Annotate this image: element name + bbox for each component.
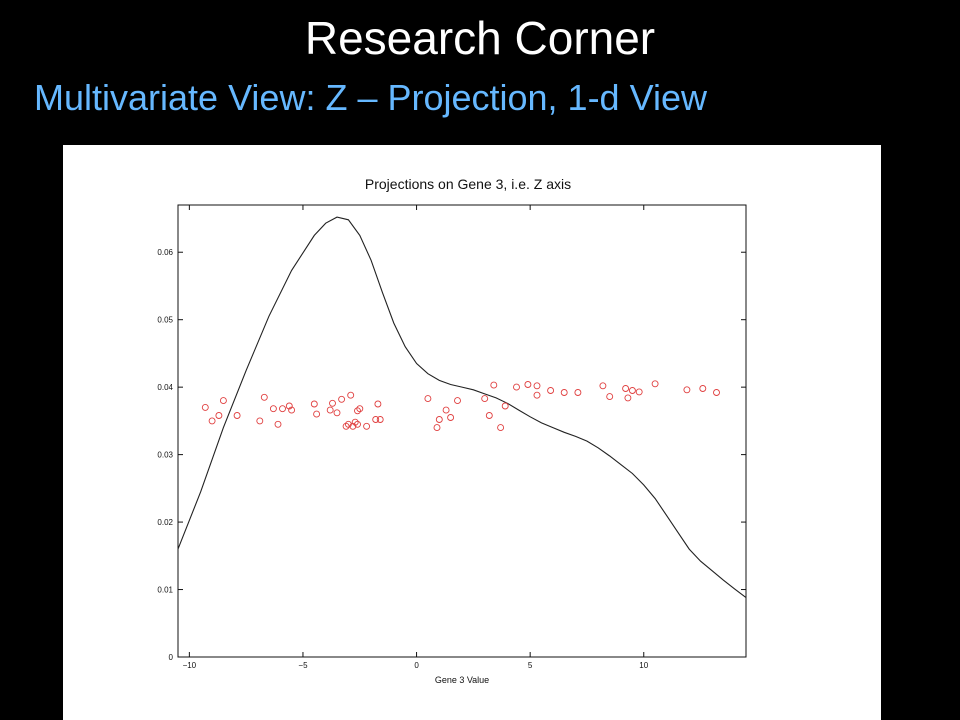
- data-point: [329, 399, 336, 407]
- data-point: [547, 387, 555, 394]
- data-point: [372, 416, 380, 423]
- data-point: [524, 381, 532, 388]
- x-tick-label: 5: [528, 661, 533, 670]
- data-point: [201, 403, 209, 411]
- x-tick-label: −10: [183, 661, 197, 670]
- plot-frame: [177, 204, 747, 658]
- data-point: [260, 393, 268, 401]
- data-point: [699, 385, 707, 392]
- data-point: [683, 386, 691, 394]
- y-tick-label: 0.01: [157, 586, 173, 595]
- data-point: [635, 388, 643, 396]
- y-tick-label: 0.06: [157, 248, 173, 257]
- data-point: [363, 422, 371, 430]
- x-tick-label: 10: [639, 661, 648, 670]
- data-point: [349, 422, 357, 430]
- projection-chart: Projections on Gene 3, i.e. Z axis −10 −5…: [157, 176, 747, 685]
- data-point: [497, 424, 505, 432]
- data-point: [285, 402, 293, 410]
- data-point: [481, 395, 489, 403]
- slide-title: Research Corner: [304, 12, 656, 64]
- data-point: [501, 402, 509, 410]
- y-tick-label: 0.02: [157, 518, 173, 527]
- data-point: [433, 424, 441, 432]
- data-point: [354, 407, 361, 415]
- data-point: [533, 382, 541, 390]
- y-tick-label: 0.03: [157, 451, 173, 460]
- data-point: [447, 414, 455, 421]
- data-point: [513, 383, 520, 391]
- data-point: [219, 397, 227, 405]
- data-point: [485, 412, 493, 419]
- data-point: [233, 412, 241, 419]
- data-point: [288, 406, 296, 414]
- data-point: [606, 393, 614, 401]
- data-point: [215, 412, 223, 419]
- data-point: [560, 389, 568, 396]
- data-point: [442, 406, 450, 414]
- density-curve: [177, 216, 747, 599]
- data-point: [338, 395, 346, 403]
- x-axis-label: Gene 3 Value: [435, 675, 489, 685]
- series-layer: [177, 216, 747, 599]
- data-point: [274, 420, 282, 428]
- data-point: [490, 381, 498, 389]
- x-tick-label: −5: [298, 661, 308, 670]
- y-tick-label: 0.04: [157, 383, 173, 392]
- y-tick-label: 0: [169, 653, 174, 662]
- data-point: [376, 416, 384, 423]
- data-point: [208, 417, 216, 425]
- data-point: [628, 387, 636, 394]
- y-tick-label: 0.05: [157, 316, 173, 325]
- figure-panel: Projections on Gene 3, i.e. Z axis −10 −5…: [63, 145, 881, 720]
- slide-subtitle: Multivariate View: Z – Projection, 1-d V…: [34, 77, 707, 118]
- chart-title: Projections on Gene 3, i.e. Z axis: [365, 176, 571, 192]
- data-point: [574, 389, 582, 396]
- y-axis-ticks: 0 0.01 0.02 0.03 0.04 0.05 0.06: [157, 248, 746, 662]
- data-point: [326, 406, 334, 414]
- data-point: [333, 409, 341, 417]
- data-point: [599, 382, 607, 390]
- data-point: [344, 420, 352, 428]
- data-point: [342, 422, 350, 430]
- x-axis-ticks: −10 −5 0 5 10: [183, 205, 649, 670]
- data-point: [269, 405, 277, 413]
- data-point: [356, 405, 364, 413]
- data-point: [424, 395, 432, 403]
- data-point: [713, 389, 720, 396]
- data-point: [310, 400, 318, 408]
- data-point: [354, 420, 361, 428]
- data-point: [347, 391, 355, 399]
- data-point: [651, 380, 659, 388]
- data-point: [624, 394, 632, 402]
- data-point: [533, 391, 541, 399]
- data-point: [435, 416, 443, 423]
- data-point: [454, 397, 461, 405]
- data-point: [622, 385, 630, 392]
- data-point: [374, 400, 382, 408]
- x-tick-label: 0: [414, 661, 419, 670]
- data-point: [351, 418, 359, 426]
- data-point: [256, 417, 264, 425]
- data-point: [279, 405, 286, 413]
- data-point: [313, 410, 321, 418]
